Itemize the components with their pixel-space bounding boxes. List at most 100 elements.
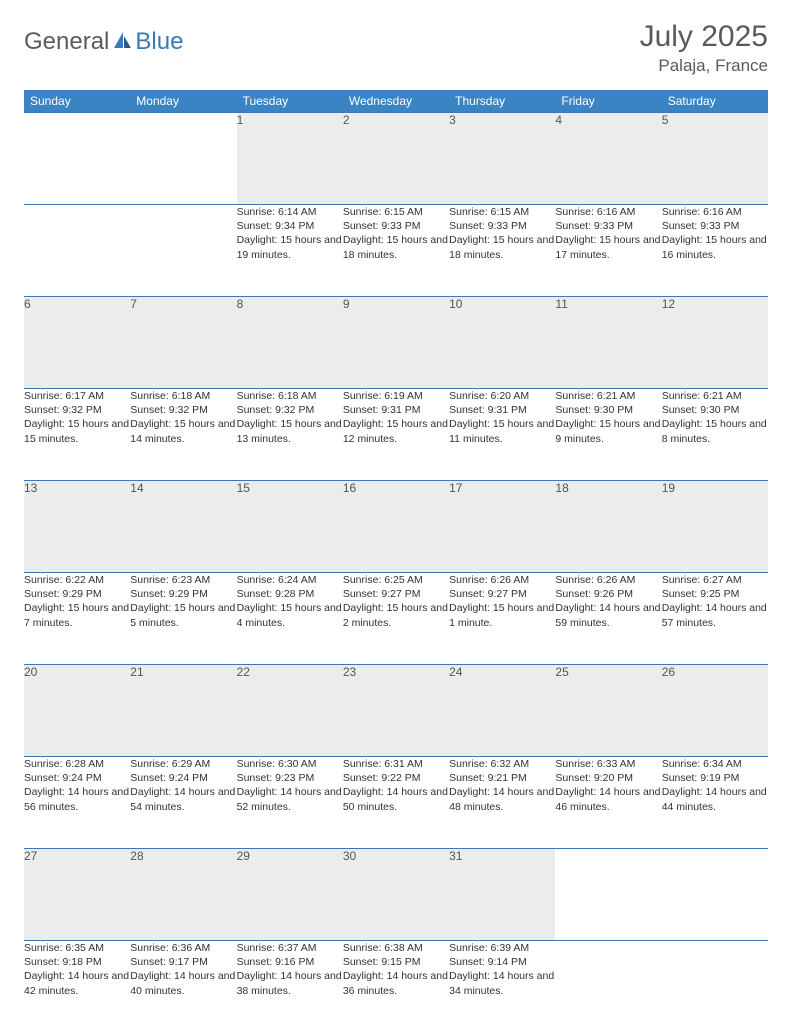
daylight-text: Daylight: 15 hours and 1 minute. (449, 601, 555, 629)
header: General Blue July 2025 Palaja, France (24, 20, 768, 76)
sunset-text: Sunset: 9:33 PM (343, 219, 449, 233)
day-detail-cell: Sunrise: 6:24 AMSunset: 9:28 PMDaylight:… (237, 573, 343, 665)
day-number-cell: 7 (130, 297, 236, 389)
day-detail-cell: Sunrise: 6:16 AMSunset: 9:33 PMDaylight:… (555, 205, 661, 297)
day-number-cell: 18 (555, 481, 661, 573)
day-detail-row: Sunrise: 6:28 AMSunset: 9:24 PMDaylight:… (24, 757, 768, 849)
sunrise-text: Sunrise: 6:21 AM (662, 389, 768, 403)
day-detail-cell: Sunrise: 6:33 AMSunset: 9:20 PMDaylight:… (555, 757, 661, 849)
day-detail-cell: Sunrise: 6:29 AMSunset: 9:24 PMDaylight:… (130, 757, 236, 849)
day-number-cell: 8 (237, 297, 343, 389)
sunset-text: Sunset: 9:25 PM (662, 587, 768, 601)
sunset-text: Sunset: 9:17 PM (130, 955, 236, 969)
day-number-cell: 13 (24, 481, 130, 573)
day-detail-cell: Sunrise: 6:35 AMSunset: 9:18 PMDaylight:… (24, 941, 130, 1033)
daylight-text: Daylight: 14 hours and 34 minutes. (449, 969, 555, 997)
day-number-cell: 28 (130, 849, 236, 941)
sunrise-text: Sunrise: 6:17 AM (24, 389, 130, 403)
location: Palaja, France (640, 56, 768, 76)
daylight-text: Daylight: 14 hours and 48 minutes. (449, 785, 555, 813)
sunrise-text: Sunrise: 6:18 AM (130, 389, 236, 403)
sunset-text: Sunset: 9:24 PM (130, 771, 236, 785)
day-number-cell: 10 (449, 297, 555, 389)
sunrise-text: Sunrise: 6:16 AM (662, 205, 768, 219)
day-detail-cell (130, 205, 236, 297)
weekday-header-row: Sunday Monday Tuesday Wednesday Thursday… (24, 90, 768, 113)
month-title: July 2025 (640, 20, 768, 54)
sunrise-text: Sunrise: 6:32 AM (449, 757, 555, 771)
daylight-text: Daylight: 14 hours and 57 minutes. (662, 601, 768, 629)
day-detail-cell: Sunrise: 6:14 AMSunset: 9:34 PMDaylight:… (237, 205, 343, 297)
sunrise-text: Sunrise: 6:38 AM (343, 941, 449, 955)
sunrise-text: Sunrise: 6:36 AM (130, 941, 236, 955)
sunrise-text: Sunrise: 6:29 AM (130, 757, 236, 771)
sunset-text: Sunset: 9:27 PM (343, 587, 449, 601)
day-number-cell: 21 (130, 665, 236, 757)
logo: General Blue (24, 20, 183, 56)
day-number-cell: 14 (130, 481, 236, 573)
sunrise-text: Sunrise: 6:33 AM (555, 757, 661, 771)
sunrise-text: Sunrise: 6:19 AM (343, 389, 449, 403)
daylight-text: Daylight: 14 hours and 54 minutes. (130, 785, 236, 813)
sunrise-text: Sunrise: 6:25 AM (343, 573, 449, 587)
day-detail-cell: Sunrise: 6:36 AMSunset: 9:17 PMDaylight:… (130, 941, 236, 1033)
sunrise-text: Sunrise: 6:27 AM (662, 573, 768, 587)
daylight-text: Daylight: 14 hours and 50 minutes. (343, 785, 449, 813)
day-number-cell (555, 849, 661, 941)
sunrise-text: Sunrise: 6:18 AM (237, 389, 343, 403)
day-detail-cell: Sunrise: 6:23 AMSunset: 9:29 PMDaylight:… (130, 573, 236, 665)
daylight-text: Daylight: 14 hours and 38 minutes. (237, 969, 343, 997)
day-detail-cell: Sunrise: 6:31 AMSunset: 9:22 PMDaylight:… (343, 757, 449, 849)
daylight-text: Daylight: 15 hours and 11 minutes. (449, 417, 555, 445)
day-detail-cell: Sunrise: 6:25 AMSunset: 9:27 PMDaylight:… (343, 573, 449, 665)
day-number-cell: 30 (343, 849, 449, 941)
day-number-cell: 3 (449, 113, 555, 205)
daylight-text: Daylight: 14 hours and 52 minutes. (237, 785, 343, 813)
day-number-cell: 22 (237, 665, 343, 757)
sunset-text: Sunset: 9:30 PM (555, 403, 661, 417)
sunrise-text: Sunrise: 6:23 AM (130, 573, 236, 587)
day-detail-cell (24, 205, 130, 297)
day-number-cell: 2 (343, 113, 449, 205)
sunrise-text: Sunrise: 6:31 AM (343, 757, 449, 771)
title-block: July 2025 Palaja, France (640, 20, 768, 76)
daylight-text: Daylight: 14 hours and 59 minutes. (555, 601, 661, 629)
sunset-text: Sunset: 9:29 PM (130, 587, 236, 601)
day-detail-cell: Sunrise: 6:26 AMSunset: 9:27 PMDaylight:… (449, 573, 555, 665)
day-number-row: 2728293031 (24, 849, 768, 941)
day-number-cell: 9 (343, 297, 449, 389)
day-detail-cell: Sunrise: 6:15 AMSunset: 9:33 PMDaylight:… (449, 205, 555, 297)
sunset-text: Sunset: 9:33 PM (449, 219, 555, 233)
day-number-cell: 17 (449, 481, 555, 573)
day-detail-cell: Sunrise: 6:34 AMSunset: 9:19 PMDaylight:… (662, 757, 768, 849)
calendar-table: Sunday Monday Tuesday Wednesday Thursday… (24, 90, 768, 1033)
sunset-text: Sunset: 9:33 PM (555, 219, 661, 233)
daylight-text: Daylight: 14 hours and 42 minutes. (24, 969, 130, 997)
sunset-text: Sunset: 9:24 PM (24, 771, 130, 785)
daylight-text: Daylight: 15 hours and 16 minutes. (662, 233, 768, 261)
daylight-text: Daylight: 14 hours and 56 minutes. (24, 785, 130, 813)
day-detail-cell: Sunrise: 6:15 AMSunset: 9:33 PMDaylight:… (343, 205, 449, 297)
sunrise-text: Sunrise: 6:15 AM (449, 205, 555, 219)
day-number-cell: 4 (555, 113, 661, 205)
daylight-text: Daylight: 15 hours and 17 minutes. (555, 233, 661, 261)
daylight-text: Daylight: 15 hours and 2 minutes. (343, 601, 449, 629)
daylight-text: Daylight: 14 hours and 40 minutes. (130, 969, 236, 997)
day-detail-cell: Sunrise: 6:21 AMSunset: 9:30 PMDaylight:… (662, 389, 768, 481)
daylight-text: Daylight: 15 hours and 14 minutes. (130, 417, 236, 445)
sunrise-text: Sunrise: 6:22 AM (24, 573, 130, 587)
daylight-text: Daylight: 15 hours and 4 minutes. (237, 601, 343, 629)
sunset-text: Sunset: 9:21 PM (449, 771, 555, 785)
sunrise-text: Sunrise: 6:30 AM (237, 757, 343, 771)
sunrise-text: Sunrise: 6:24 AM (237, 573, 343, 587)
daylight-text: Daylight: 15 hours and 18 minutes. (343, 233, 449, 261)
sunset-text: Sunset: 9:27 PM (449, 587, 555, 601)
day-number-cell: 20 (24, 665, 130, 757)
daylight-text: Daylight: 15 hours and 5 minutes. (130, 601, 236, 629)
day-detail-row: Sunrise: 6:35 AMSunset: 9:18 PMDaylight:… (24, 941, 768, 1033)
day-number-cell: 15 (237, 481, 343, 573)
day-number-cell: 26 (662, 665, 768, 757)
day-detail-row: Sunrise: 6:14 AMSunset: 9:34 PMDaylight:… (24, 205, 768, 297)
day-detail-cell: Sunrise: 6:30 AMSunset: 9:23 PMDaylight:… (237, 757, 343, 849)
sunrise-text: Sunrise: 6:28 AM (24, 757, 130, 771)
